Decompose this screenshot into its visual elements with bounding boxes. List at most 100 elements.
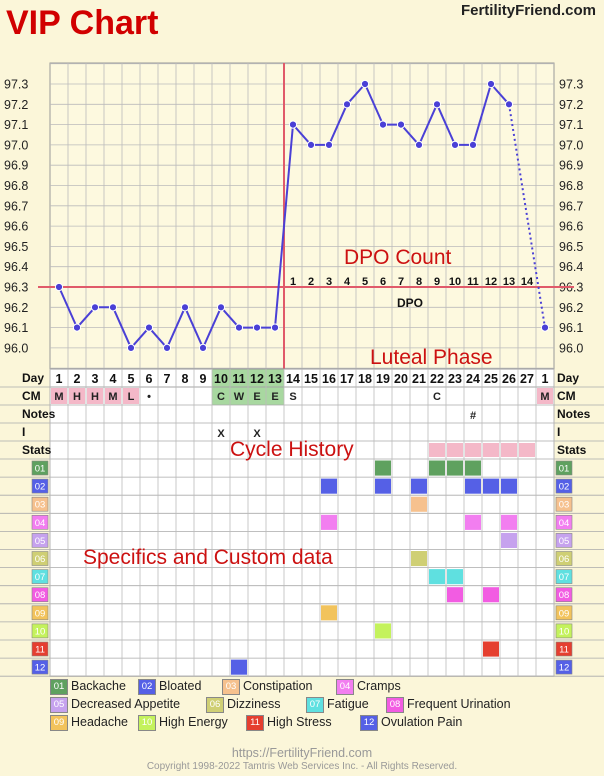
row-label-left: CM (22, 389, 41, 403)
row-code-left: 04 (35, 518, 46, 529)
temp-point (540, 323, 550, 332)
row-code-left: 03 (35, 500, 46, 511)
temp-line-segment (112, 306, 132, 349)
stats-cell (447, 443, 463, 457)
temp-point (234, 323, 244, 332)
temp-point (432, 100, 442, 109)
y-tick-label-right: 97.0 (559, 138, 583, 152)
legend-swatch: 04 (336, 678, 354, 695)
day-number: 1 (56, 372, 63, 386)
dpo-number: 7 (398, 276, 404, 288)
cm-value: C (217, 391, 225, 403)
legend-label: High Stress (267, 715, 332, 729)
temp-point (180, 303, 190, 312)
row-label-left: I (22, 425, 25, 439)
symptom-cell (411, 551, 427, 567)
temp-point (108, 303, 118, 312)
temp-point (216, 303, 226, 312)
row-label-left: Stats (22, 443, 52, 457)
dpo-number: 11 (467, 276, 479, 288)
legend-swatch: 10 (138, 714, 156, 731)
row-code-swatch-right (555, 569, 573, 584)
footer-url[interactable]: https://FertilityFriend.com (231, 746, 373, 760)
dpo-number: 4 (344, 276, 351, 288)
temp-line-segment (292, 123, 312, 146)
y-tick-label-right: 96.9 (559, 159, 583, 173)
row-code-left: 12 (35, 663, 46, 674)
cm-cell (267, 388, 283, 404)
legend-item: 01 Backache (50, 678, 126, 695)
legend-label: Dizziness (227, 697, 281, 711)
temp-point (486, 79, 496, 89)
row-code-right: 02 (559, 482, 570, 493)
row-code-swatch-left (31, 478, 49, 494)
row-code-right: 04 (559, 518, 570, 529)
dpo-number: 5 (362, 276, 368, 288)
row-code-right: 06 (559, 554, 570, 565)
symptom-cell (465, 460, 481, 476)
day-number: 25 (484, 372, 498, 386)
row-code-swatch-left (31, 569, 49, 584)
day-number: 10 (214, 372, 228, 386)
legend-swatch: 07 (306, 696, 324, 713)
cm-value: L (128, 391, 135, 403)
y-tick-label-left: 96.6 (4, 220, 28, 234)
brand-link[interactable]: FertilityFriend.com (460, 2, 596, 19)
legend-label: Headache (71, 715, 128, 729)
row-code-swatch-left (31, 496, 49, 512)
y-tick-label-right: 96.8 (559, 179, 583, 193)
temp-point (270, 323, 280, 332)
day-number: 7 (164, 372, 171, 386)
legend-label: Constipation (243, 679, 313, 693)
intercourse-mark: X (217, 428, 225, 440)
temp-point (414, 140, 424, 149)
row-code-swatch-right (555, 659, 573, 675)
dpo-number: 12 (485, 276, 497, 288)
temp-line-segment (130, 326, 150, 349)
symptom-cell (321, 514, 337, 530)
y-tick-label-right: 96.6 (559, 220, 583, 234)
day-number: 12 (250, 372, 264, 386)
day-number: 3 (92, 372, 99, 386)
day-number: 23 (448, 372, 462, 386)
temp-line-segment (472, 83, 492, 146)
row-code-swatch-left (31, 460, 49, 476)
symptom-cell (447, 460, 463, 476)
day-number: 20 (394, 372, 408, 386)
row-label-left: Notes (22, 407, 56, 421)
legend-item: 07 Fatigue (306, 696, 369, 713)
day-number: 18 (358, 372, 372, 386)
symptom-cell (501, 478, 517, 494)
intercourse-mark: X (253, 428, 261, 440)
row-code-swatch-right (555, 551, 573, 566)
legend-item: 09 Headache (50, 714, 128, 731)
temp-point (54, 282, 64, 292)
row-code-swatch-right (555, 641, 573, 657)
specifics-annotation: Specifics and Custom data (83, 546, 333, 569)
temp-line-segment (364, 83, 384, 126)
day-number: 27 (520, 372, 534, 386)
y-tick-label-left: 97.3 (4, 78, 28, 92)
stats-cell (483, 443, 499, 457)
y-tick-label-right: 96.1 (559, 321, 583, 335)
y-tick-label-left: 97.2 (4, 98, 28, 112)
row-code-right: 12 (559, 663, 570, 674)
luteal-phase-annotation: Luteal Phase (370, 346, 493, 369)
day-number: 21 (412, 372, 426, 386)
cm-cell (51, 388, 67, 404)
temp-point (324, 140, 334, 149)
y-tick-label-right: 96.0 (559, 341, 583, 355)
day-number: 9 (200, 372, 207, 386)
temp-point (378, 120, 388, 129)
cm-value: M (540, 391, 549, 403)
row-code-swatch-right (555, 514, 573, 530)
row-code-swatch-right (555, 478, 573, 494)
legend-item: 06 Dizziness (206, 696, 281, 713)
temp-line-segment (148, 326, 168, 349)
day-number: 1 (542, 372, 549, 386)
legend-item: 05 Decreased Appetite (50, 696, 180, 713)
chart-title: VIP Chart (6, 4, 159, 42)
row-label-right: Stats (557, 443, 587, 457)
row-code-left: 05 (35, 536, 46, 547)
day-number: 5 (128, 372, 135, 386)
